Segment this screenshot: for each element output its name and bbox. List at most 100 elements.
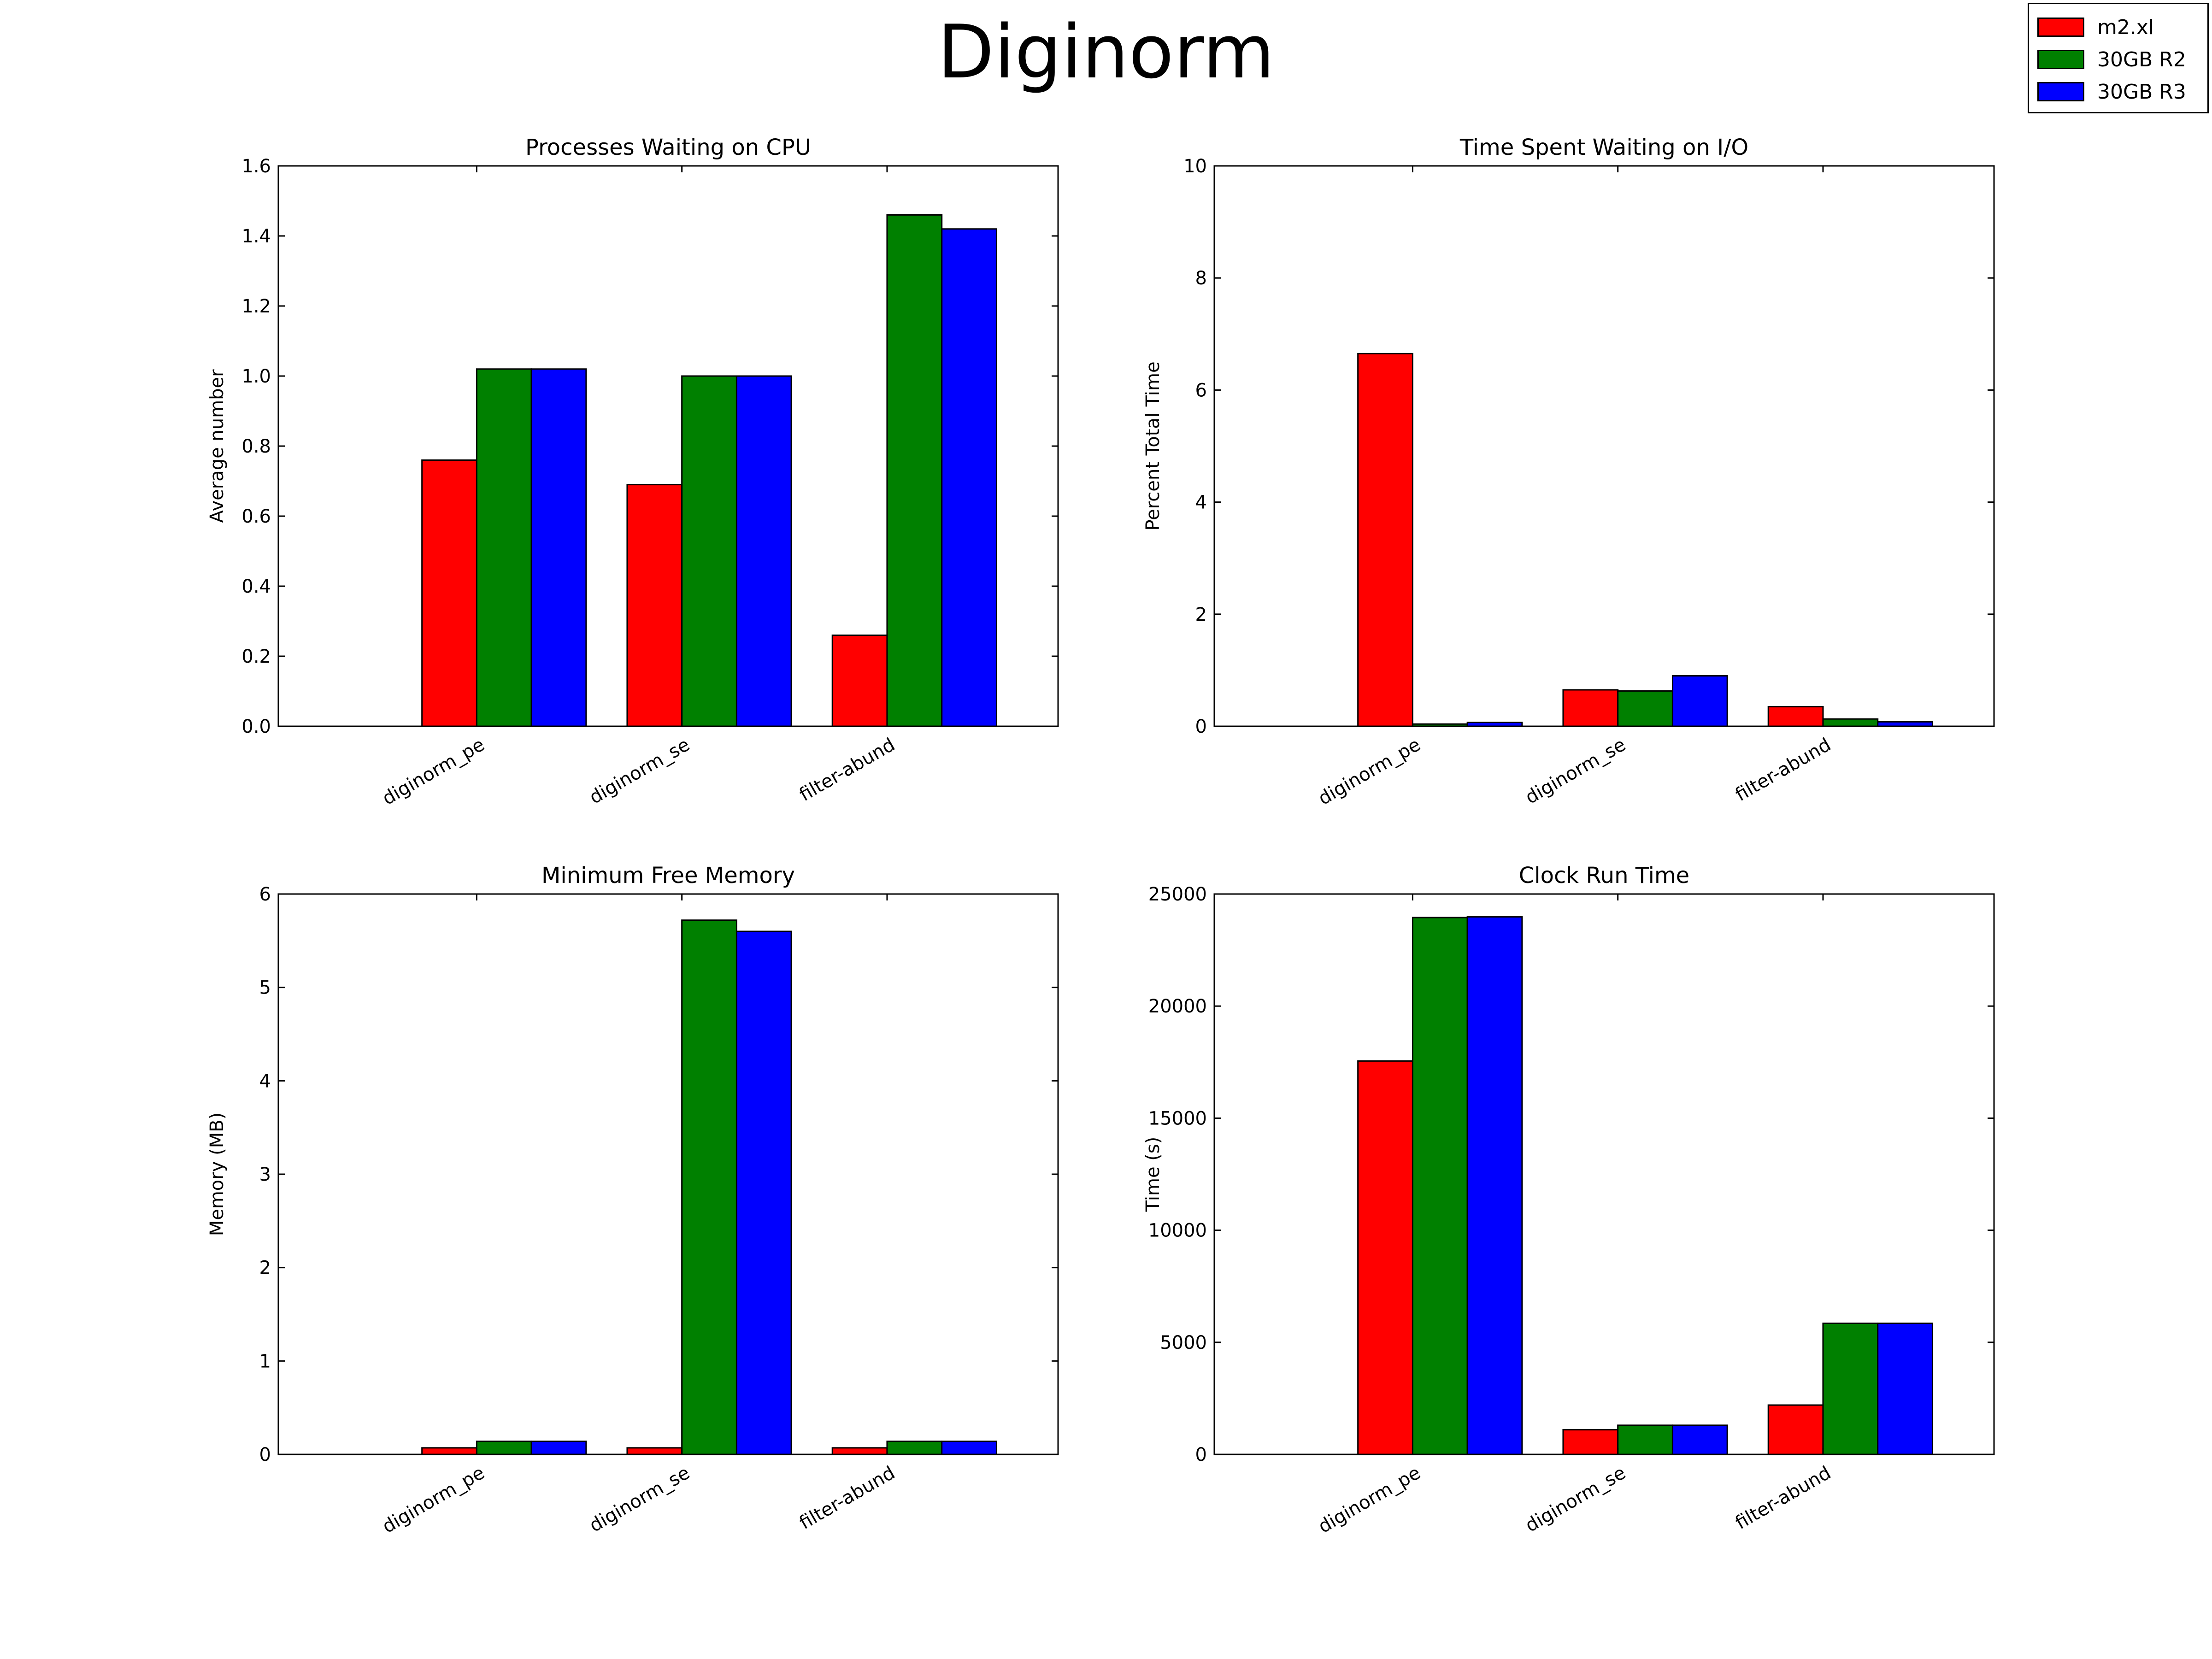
bar-diginorm_se-30gb-r3 <box>1671 1424 1728 1455</box>
plot-frame <box>1213 165 1995 727</box>
bar-diginorm_se-30gb-r3 <box>1671 675 1728 727</box>
bar-diginorm_pe-m2.xl <box>1357 1060 1413 1455</box>
y-tick-label: 15000 <box>1148 1108 1207 1129</box>
y-tick-label: 1.4 <box>241 226 271 247</box>
bar-diginorm_pe-m2.xl <box>1357 353 1413 727</box>
y-axis-label: Average number <box>206 369 228 523</box>
bar-diginorm_se-30gb-r3 <box>735 375 792 727</box>
bar-diginorm_se-m2.xl <box>626 484 683 727</box>
legend-item-30gb-r3: 30GB R3 <box>2037 78 2186 106</box>
y-tick-label: 0 <box>259 1444 271 1465</box>
bar-filter-abund-m2.xl <box>1767 1404 1824 1455</box>
bar-filter-abund-m2.xl <box>831 634 888 727</box>
y-tick-label: 3 <box>259 1164 271 1185</box>
x-tick-label: filter-abund <box>796 1462 899 1534</box>
legend-swatch <box>2037 50 2084 69</box>
bar-diginorm_se-30gb-r2 <box>1617 690 1673 727</box>
bar-diginorm_pe-30gb-r2 <box>476 1441 532 1455</box>
bar-diginorm_pe-30gb-r3 <box>530 368 587 727</box>
y-tick-label: 6 <box>1195 380 1207 401</box>
subplots: Processes Waiting on CPU Average number 0.… <box>206 135 1995 1538</box>
y-tick-label: 8 <box>1195 268 1207 289</box>
y-tick-label: 25000 <box>1148 884 1207 905</box>
subplot-2: Time Spent Waiting on I/O Percent Total T… <box>1142 135 1995 810</box>
y-tick-label: 20000 <box>1148 996 1207 1017</box>
y-axis-label: Percent Total Time <box>1142 361 1164 530</box>
bar-diginorm_se-30gb-r2 <box>681 919 737 1455</box>
y-tick-label: 4 <box>1195 492 1207 513</box>
y-tick-label: 0.2 <box>241 646 271 667</box>
y-tick-label: 1 <box>259 1351 271 1372</box>
y-tick-label: 0.4 <box>241 576 271 597</box>
y-tick-label: 10 <box>1183 156 1207 177</box>
bar-filter-abund-30gb-r3 <box>941 228 997 727</box>
bar-diginorm_se-m2.xl <box>1562 689 1619 727</box>
legend-label: 30GB R2 <box>2097 47 2186 71</box>
x-tick-label: diginorm_pe <box>379 734 488 810</box>
y-tick-label: 0 <box>1195 716 1207 737</box>
bar-diginorm_pe-30gb-r3 <box>530 1441 587 1455</box>
y-tick-label: 0 <box>1195 1444 1207 1465</box>
bar-diginorm_se-m2.xl <box>1562 1429 1619 1455</box>
bar-filter-abund-30gb-r2 <box>1822 1322 1879 1455</box>
y-tick-label: 10000 <box>1148 1220 1207 1241</box>
bar-filter-abund-30gb-r2 <box>1822 718 1879 727</box>
bar-diginorm_se-m2.xl <box>626 1447 683 1455</box>
bar-filter-abund-30gb-r2 <box>886 1441 943 1455</box>
x-tick-label: diginorm_se <box>586 1462 693 1536</box>
y-axis-label: Time (s) <box>1142 1137 1164 1212</box>
bar-diginorm_pe-m2.xl <box>421 459 477 727</box>
figure-title: Diginorm <box>937 9 1275 95</box>
x-tick-label: diginorm_se <box>1522 1462 1629 1536</box>
y-tick-label: 0.6 <box>241 506 271 527</box>
y-axis-label: Memory (MB) <box>206 1112 228 1236</box>
bar-diginorm_pe-30gb-r3 <box>1466 916 1523 1455</box>
legend-swatch <box>2037 82 2084 101</box>
bar-diginorm_pe-30gb-r2 <box>476 368 532 727</box>
bar-diginorm_pe-30gb-r2 <box>1412 917 1468 1455</box>
bar-diginorm_se-30gb-r2 <box>1617 1424 1673 1455</box>
y-tick-label: 0.8 <box>241 436 271 457</box>
legend: m2.xl 30GB R2 30GB R3 <box>2028 3 2209 113</box>
y-tick-label: 2 <box>259 1258 271 1279</box>
x-tick-label: filter-abund <box>1732 1462 1835 1534</box>
bar-diginorm_se-30gb-r2 <box>681 375 737 727</box>
y-tick-label: 2 <box>1195 604 1207 625</box>
x-tick-label: filter-abund <box>796 734 899 806</box>
bar-filter-abund-30gb-r2 <box>886 214 943 727</box>
bar-filter-abund-30gb-r3 <box>1877 1322 1933 1455</box>
plot-frame <box>277 893 1059 1455</box>
y-tick-label: 0.0 <box>241 716 271 737</box>
x-tick-label: diginorm_pe <box>379 1462 488 1538</box>
bar-filter-abund-m2.xl <box>1767 706 1824 727</box>
subplot-title: Clock Run Time <box>1519 863 1689 888</box>
bar-diginorm_se-30gb-r3 <box>735 930 792 1455</box>
subplot-3: Minimum Free Memory Memory (MB) 0 1 2 3 4 5 6 dig… <box>206 863 1059 1538</box>
bar-diginorm_pe-m2.xl <box>421 1447 477 1455</box>
legend-item-30gb-r2: 30GB R2 <box>2037 46 2186 73</box>
bar-filter-abund-30gb-r3 <box>941 1441 997 1455</box>
x-tick-label: diginorm_pe <box>1315 734 1424 810</box>
legend-label: 30GB R3 <box>2097 80 2186 104</box>
subplot-title: Time Spent Waiting on I/O <box>1459 135 1748 160</box>
y-tick-label: 1.6 <box>241 156 271 177</box>
legend-swatch <box>2037 18 2084 37</box>
x-tick-label: diginorm_se <box>586 734 693 808</box>
y-tick-label: 4 <box>259 1071 271 1092</box>
x-tick-label: diginorm_pe <box>1315 1462 1424 1538</box>
y-tick-label: 1.0 <box>241 366 271 387</box>
bar-filter-abund-m2.xl <box>831 1447 888 1455</box>
legend-item-m2xl: m2.xl <box>2037 13 2154 41</box>
subplot-4: Clock Run Time Time (s) 0 5000 10000 15000 200… <box>1142 863 1995 1538</box>
subplot-title: Processes Waiting on CPU <box>525 135 811 160</box>
plot-frame <box>1213 893 1995 1455</box>
y-tick-label: 5000 <box>1160 1332 1207 1353</box>
subplot-1: Processes Waiting on CPU Average number 0.… <box>206 135 1059 810</box>
x-tick-label: diginorm_se <box>1522 734 1629 808</box>
x-tick-label: filter-abund <box>1732 734 1835 806</box>
y-tick-label: 1.2 <box>241 296 271 317</box>
y-tick-label: 5 <box>259 977 271 999</box>
subplot-title: Minimum Free Memory <box>541 863 795 888</box>
legend-label: m2.xl <box>2097 15 2154 39</box>
